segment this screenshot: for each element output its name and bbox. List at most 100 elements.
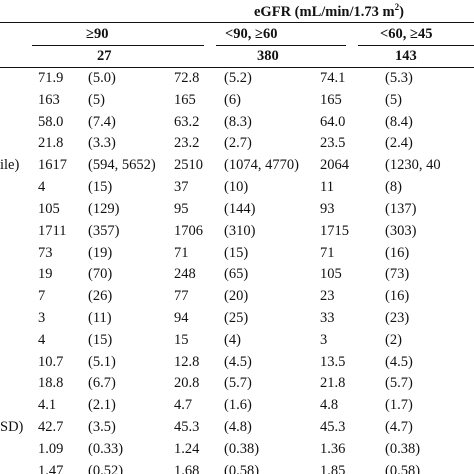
cell-group2-mean: 12.8 (174, 353, 200, 370)
cell-group3-mean: 93 (320, 200, 335, 217)
cell-group2-mean: 4.7 (174, 397, 193, 414)
cell-group1-spread: (357) (88, 222, 120, 239)
cell-group3-spread: (1230, 40 (385, 157, 441, 174)
cell-group3-mean: 13.5 (320, 353, 346, 370)
cell-group1-spread: (11) (88, 310, 112, 327)
cell-group3-spread: (2.4) (385, 135, 413, 152)
cell-group2-spread: (65) (224, 266, 249, 283)
row-label-fragment: ile) (0, 157, 20, 174)
group-header-2-label: <90, ≥60 (225, 26, 278, 42)
cell-group1-spread: (15) (88, 179, 113, 196)
cell-group3-mean: 11 (320, 179, 334, 196)
group-header-1-n: 27 (97, 48, 112, 64)
cell-group2-spread: (5.2) (224, 70, 252, 86)
cell-group2-mean: 1706 (174, 222, 203, 239)
cell-group3-spread: (23) (385, 310, 410, 327)
cell-group2-mean: 95 (174, 200, 189, 217)
cell-group1-mean: 18.8 (38, 375, 64, 392)
cell-group3-mean: 2064 (320, 157, 349, 174)
cell-group2-mean: 20.8 (174, 375, 200, 392)
cell-group1-mean: 1.47 (38, 462, 64, 474)
cell-group2-mean: 15 (174, 331, 189, 348)
cell-group1-mean: 1711 (38, 222, 67, 239)
cell-group1-spread: (6.7) (88, 375, 116, 392)
cell-group3-spread: (8) (385, 179, 402, 196)
cell-group1-spread: (5.0) (88, 70, 116, 86)
cell-group2-spread: (0.58) (224, 462, 260, 474)
cell-group2-spread: (2.7) (224, 135, 252, 152)
cell-group2-spread: (4.8) (224, 419, 252, 436)
group-rule-1 (32, 45, 204, 46)
cell-group3-mean: 1.36 (320, 440, 346, 457)
egfr-header-superscript: 2 (394, 2, 400, 12)
cell-group1-spread: (3.3) (88, 135, 116, 152)
group-header-1-label: ≥90 (86, 26, 109, 42)
cell-group3-spread: (73) (385, 266, 410, 283)
cell-group2-mean: 45.3 (174, 419, 200, 436)
cell-group3-spread: (0.58) (385, 462, 421, 474)
cell-group1-mean: 4.1 (38, 397, 57, 414)
cell-group3-spread: (303) (385, 222, 417, 239)
cell-group1-mean: 73 (38, 244, 53, 261)
cell-group3-spread: (4.7) (385, 419, 413, 436)
cell-group3-spread: (2) (385, 331, 402, 348)
cell-group3-spread: (5) (385, 91, 402, 108)
cell-group2-mean: 37 (174, 179, 189, 196)
cell-group1-spread: (5) (88, 91, 105, 108)
cell-group2-mean: 94 (174, 310, 189, 327)
cell-group2-mean: 165 (174, 91, 196, 108)
cell-group2-spread: (4) (224, 331, 241, 348)
cell-group2-spread: (8.3) (224, 113, 252, 130)
cell-group1-mean: 71.9 (38, 70, 64, 86)
egfr-header: eGFR (mL/min/1.73 m2) (254, 0, 404, 21)
header-spanner-rule (0, 22, 474, 23)
cell-group1-mean: 163 (38, 91, 60, 108)
cell-group1-mean: 1.09 (38, 440, 64, 457)
cell-group1-mean: 105 (38, 200, 60, 217)
cell-group1-spread: (70) (88, 266, 113, 283)
cell-group3-mean: 1.85 (320, 462, 346, 474)
cell-group2-spread: (310) (224, 222, 256, 239)
cell-group2-mean: 248 (174, 266, 196, 283)
cell-group1-spread: (0.33) (88, 440, 124, 457)
cell-group2-spread: (1074, 4770) (224, 157, 299, 174)
group-rule-2 (216, 45, 346, 46)
cell-group3-spread: (5.7) (385, 375, 413, 392)
cell-group1-mean: 4 (38, 331, 46, 348)
cell-group1-mean: 3 (38, 310, 46, 327)
cell-group2-mean: 77 (174, 288, 189, 305)
cell-group1-mean: 19 (38, 266, 53, 283)
header-bottom-rule (0, 67, 474, 68)
cell-group3-mean: 64.0 (320, 113, 346, 130)
cell-group2-spread: (20) (224, 288, 249, 305)
cell-group1-mean: 21.8 (38, 135, 64, 152)
cell-group3-spread: (8.4) (385, 113, 413, 130)
cell-group3-mean: 3 (320, 331, 328, 348)
cell-group3-spread: (1.7) (385, 397, 413, 414)
cell-group2-spread: (4.5) (224, 353, 252, 370)
cell-group1-spread: (0.52) (88, 462, 124, 474)
cell-group1-mean: 42.7 (38, 419, 64, 436)
cell-group2-spread: (25) (224, 310, 249, 327)
cell-group3-spread: (16) (385, 288, 410, 305)
cell-group2-spread: (0.38) (224, 440, 260, 457)
cell-group3-spread: (16) (385, 244, 410, 261)
cell-group2-spread: (15) (224, 244, 249, 261)
cell-group2-spread: (1.6) (224, 397, 252, 414)
cell-group1-spread: (3.5) (88, 419, 116, 436)
cell-group2-mean: 72.8 (174, 70, 200, 86)
cell-group3-mean: 23 (320, 288, 335, 305)
cell-group1-spread: (19) (88, 244, 113, 261)
cell-group3-mean: 45.3 (320, 419, 346, 436)
cell-group1-mean: 10.7 (38, 353, 64, 370)
cell-group1-mean: 4 (38, 179, 46, 196)
cell-group2-spread: (144) (224, 200, 256, 217)
cell-group1-mean: 1617 (38, 157, 67, 174)
cell-group1-spread: (129) (88, 200, 120, 217)
cell-group1-mean: 7 (38, 288, 46, 305)
cell-group3-mean: 165 (320, 91, 342, 108)
cell-group3-mean: 21.8 (320, 375, 346, 392)
cell-group1-spread: (26) (88, 288, 113, 305)
group-header-3-label: <60, ≥45 (380, 26, 433, 42)
